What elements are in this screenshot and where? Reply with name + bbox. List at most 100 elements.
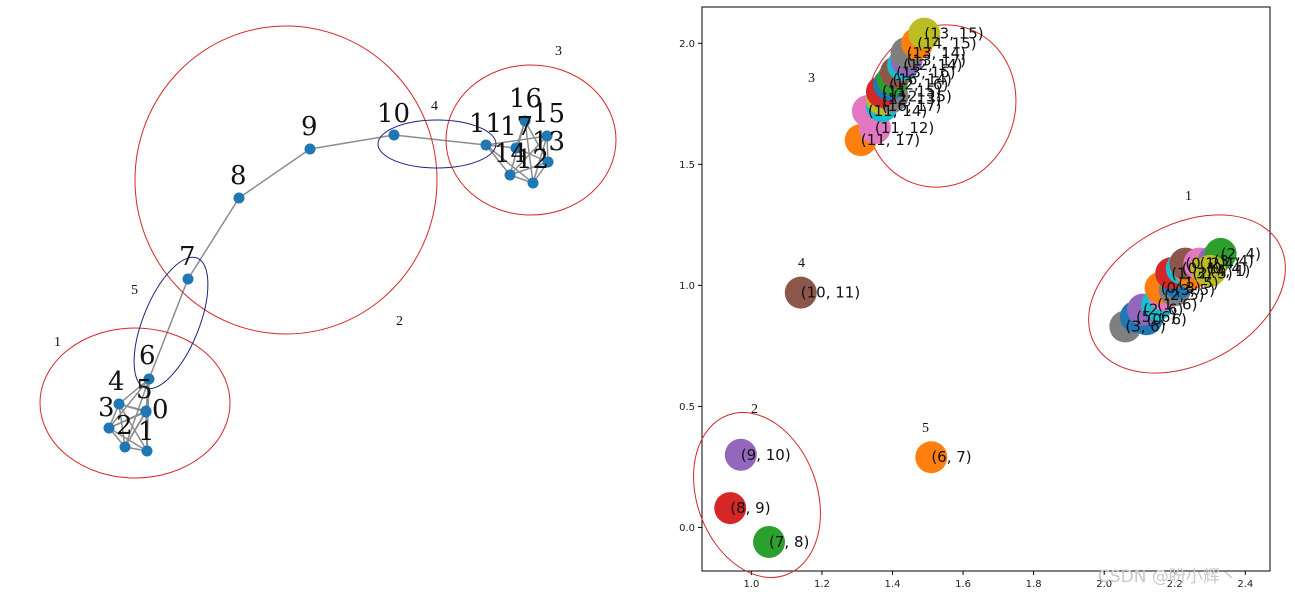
graph-node-16 xyxy=(519,115,531,127)
graph-node-10 xyxy=(388,129,400,141)
node-label-12: 12 xyxy=(516,145,549,175)
graph-cluster-label-1: 1 xyxy=(54,335,61,350)
graph-edge-11-14 xyxy=(485,144,511,176)
graph-edge-7-8 xyxy=(187,197,240,280)
graph-edges xyxy=(108,120,549,452)
scatter-point-label-18: (14, 15) xyxy=(917,34,976,52)
graph-node-7 xyxy=(182,273,194,285)
bridge-ellipse-5 xyxy=(133,256,209,390)
scatter-point-label-29: (1, 3) xyxy=(1171,264,1211,282)
scatter-point-3 xyxy=(915,441,948,474)
scatter-point-label-11: (11, 15) xyxy=(882,83,941,101)
graph-edge-3-5 xyxy=(108,410,147,429)
x-tick-label: 2.2 xyxy=(1167,579,1183,590)
cluster-ellipse-3 xyxy=(445,64,617,216)
node-label-2: 2 xyxy=(116,411,133,441)
graph-node-11 xyxy=(480,139,492,151)
graph-nodes xyxy=(103,115,554,457)
scatter-point-label-27: (3, 5) xyxy=(1175,281,1215,299)
graph-node-2 xyxy=(119,441,131,453)
scatter-point-label-22: (0, 6) xyxy=(1147,310,1187,328)
scatter-point-label-19: (13, 15) xyxy=(924,25,983,43)
scatter-point-label-20: (3, 6) xyxy=(1125,318,1165,336)
scatter-point-label-10: (12, 15) xyxy=(893,88,952,106)
node-label-1: 1 xyxy=(138,417,155,447)
graph-edge-12-16 xyxy=(524,120,534,184)
scatter-point-label-5: (11, 17) xyxy=(861,131,920,149)
x-axis: 1.0 1.2 1.4 1.6 1.8 2.0 2.2 2.4 xyxy=(743,571,1253,590)
scatter-point-label-32: (0, 2) xyxy=(1185,255,1225,273)
graph-cluster-label-2: 2 xyxy=(396,314,403,329)
node-label-0: 0 xyxy=(152,395,169,425)
scatter-point-label-16: (13, 17) xyxy=(907,51,966,69)
x-tick-label: 2.0 xyxy=(1096,579,1112,590)
scatter-cluster-label-1: 1 xyxy=(1185,189,1192,204)
graph-node-13 xyxy=(542,156,554,168)
graph-edge-13-17 xyxy=(515,147,549,163)
scatter-point-label-3: (6, 7) xyxy=(931,448,971,466)
scatter-point-label-26: (0, 3) xyxy=(1161,279,1201,297)
scatter-point-label-24: (1, 6) xyxy=(1157,296,1197,314)
node-label-7: 7 xyxy=(179,242,196,272)
scatter-point-4 xyxy=(784,276,817,309)
graph-edge-12-15 xyxy=(532,135,548,184)
scatter-point-19 xyxy=(908,17,941,50)
x-tick-label: 1.2 xyxy=(814,579,830,590)
graph-edge-8-9 xyxy=(238,148,311,199)
scatter-point-label-34: (0, 4) xyxy=(1206,259,1246,277)
graph-node-9 xyxy=(304,143,316,155)
scatter-point-label-2: (9, 10) xyxy=(741,446,791,464)
graph-cluster-label-5: 5 xyxy=(131,283,138,298)
y-axis: 0.0 0.5 1.0 1.5 2.0 xyxy=(679,39,702,534)
scatter-cluster-label-3: 3 xyxy=(808,71,815,86)
y-tick-label: 1.0 xyxy=(679,281,695,292)
scatter-point-label-17: (13, 14) xyxy=(907,44,966,62)
scatter-point-label-30: (0, 1) xyxy=(1182,259,1222,277)
scatter-cluster-label-4: 4 xyxy=(798,256,805,271)
y-tick-label: 0.0 xyxy=(679,523,695,534)
node-label-4: 4 xyxy=(108,367,125,397)
node-label-15: 15 xyxy=(532,99,565,129)
x-tick-label: 1.6 xyxy=(955,579,971,590)
graph-node-8 xyxy=(233,192,245,204)
node-label-10: 10 xyxy=(377,99,410,129)
graph-edge-9-10 xyxy=(309,134,395,150)
graph-edge-6-7 xyxy=(148,278,189,380)
node-label-16: 16 xyxy=(509,84,542,114)
graph-cluster-label-4: 4 xyxy=(431,99,438,114)
graph-node-3 xyxy=(103,422,115,434)
scatter-point-label-31: (2, 3) xyxy=(1192,264,1232,282)
cluster-ellipse-1 xyxy=(39,327,231,479)
graph-node-5 xyxy=(140,405,152,417)
scatter-plot: 1.0 1.2 1.4 1.6 1.8 2.0 2.2 2.4 0.0 0.5 1.0 1.5 2.0… xyxy=(679,6,1286,590)
graph-edge-13-14 xyxy=(509,161,549,176)
scatter-cluster-ellipse-1 xyxy=(1088,214,1286,374)
node-label-3: 3 xyxy=(98,393,115,423)
scatter-point-37 xyxy=(1194,254,1227,287)
y-tick-label: 1.5 xyxy=(679,160,695,171)
node-label-6: 6 xyxy=(139,341,156,371)
scatter-cluster-label-5: 5 xyxy=(922,421,929,436)
scatter-point-label-6: (11, 12) xyxy=(875,119,934,137)
graph-node-17 xyxy=(510,142,522,154)
scatter-cluster-ellipse-2 xyxy=(693,412,821,578)
scatter-point-label-13: (16, 14) xyxy=(893,71,952,89)
scatter-point-label-8: (16, 17) xyxy=(882,97,941,115)
scatter-point-label-25: (2, 5) xyxy=(1164,286,1204,304)
graph-edge-1-4 xyxy=(118,403,148,452)
scatter-point-label-0: (7, 8) xyxy=(769,533,809,551)
watermark: CSDN @盼小辉丶 xyxy=(1098,567,1237,587)
x-tick-label: 1.0 xyxy=(743,579,759,590)
node-label-9: 9 xyxy=(301,112,318,142)
x-tick-label: 2.4 xyxy=(1237,579,1253,590)
y-tick-label: 2.0 xyxy=(679,39,695,50)
scatter-point-label-4: (10, 11) xyxy=(801,284,860,302)
graph-node-6 xyxy=(143,373,155,385)
graph-node-1 xyxy=(141,445,153,457)
graph-edge-13-16 xyxy=(524,120,549,163)
node-label-17: 17 xyxy=(500,112,533,142)
node-label-11: 11 xyxy=(469,109,502,139)
graph-node-15 xyxy=(541,130,553,142)
scatter-point-label-21: (5, 6) xyxy=(1136,308,1176,326)
